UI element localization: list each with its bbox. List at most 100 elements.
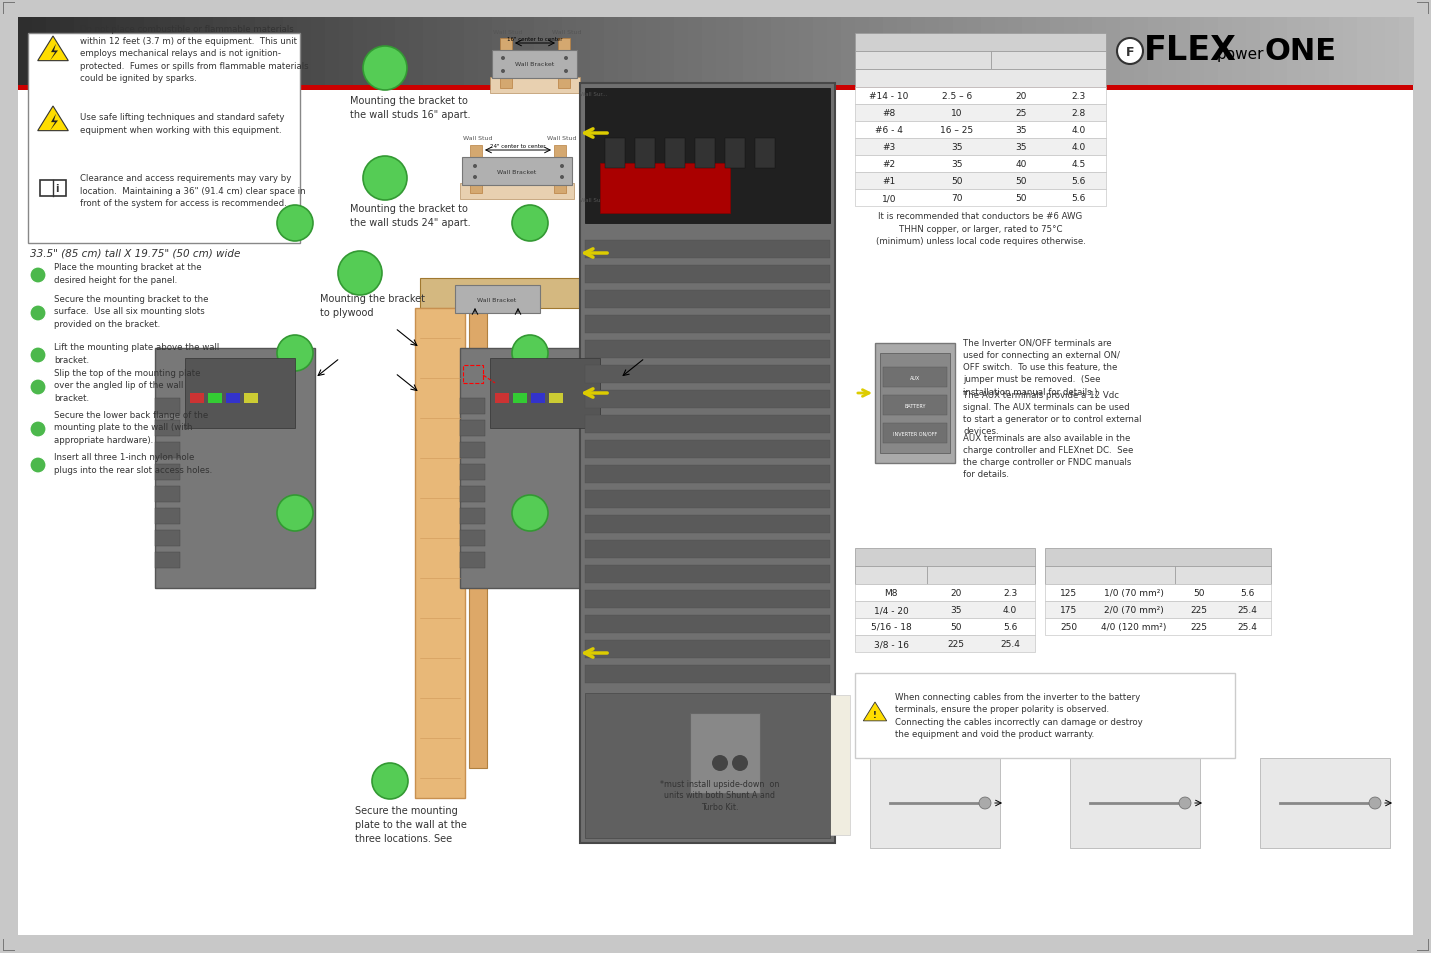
Text: Secure the lower back flange of the
mounting plate to the wall (with
appropriate: Secure the lower back flange of the moun… <box>54 411 209 444</box>
Bar <box>1022 18 1037 86</box>
Text: 4.0: 4.0 <box>1072 143 1086 152</box>
Circle shape <box>713 755 728 771</box>
Bar <box>381 18 395 86</box>
Bar <box>242 18 256 86</box>
Text: It is recommended that conductors be #6 AWG
THHN copper, or larger, rated to 75°: It is recommended that conductors be #6 … <box>876 212 1086 246</box>
Bar <box>451 18 465 86</box>
Bar <box>1092 18 1108 86</box>
Bar <box>585 391 830 409</box>
Text: 250: 250 <box>1060 622 1078 631</box>
Circle shape <box>564 57 568 61</box>
Bar <box>854 88 1106 105</box>
Bar <box>883 423 947 443</box>
Text: 20: 20 <box>1016 91 1026 101</box>
Text: 2.3: 2.3 <box>1003 588 1017 598</box>
Bar <box>465 18 479 86</box>
Bar <box>695 139 716 169</box>
Text: 50: 50 <box>950 622 962 631</box>
Bar <box>409 18 424 86</box>
Bar <box>585 416 830 434</box>
Bar <box>1070 759 1201 848</box>
Bar <box>155 486 180 502</box>
Bar <box>827 18 841 86</box>
Bar <box>580 84 836 843</box>
Bar <box>1357 18 1372 86</box>
Bar <box>992 52 1106 70</box>
Circle shape <box>560 175 564 180</box>
Text: Wall Bracket: Wall Bracket <box>478 297 517 302</box>
Bar <box>980 18 996 86</box>
Polygon shape <box>37 37 69 62</box>
Circle shape <box>363 157 406 201</box>
Bar <box>155 509 180 524</box>
Bar <box>46 18 62 86</box>
Bar <box>854 618 1035 636</box>
Bar <box>339 18 353 86</box>
Bar <box>255 18 270 86</box>
Text: 10: 10 <box>952 109 963 118</box>
Bar <box>116 18 130 86</box>
Bar <box>585 315 830 334</box>
Bar <box>495 394 509 403</box>
Text: AUX: AUX <box>910 375 920 380</box>
Bar <box>102 18 117 86</box>
Bar <box>585 89 830 224</box>
Bar <box>618 18 633 86</box>
Circle shape <box>1179 797 1191 809</box>
Circle shape <box>512 206 548 242</box>
Bar <box>422 18 438 86</box>
Bar <box>155 349 315 588</box>
Bar <box>645 18 661 86</box>
Bar <box>469 309 487 768</box>
Bar <box>690 713 760 793</box>
Bar <box>924 18 940 86</box>
Circle shape <box>512 496 548 532</box>
Bar <box>743 18 758 86</box>
Bar <box>880 354 950 454</box>
Bar <box>1133 18 1149 86</box>
Circle shape <box>30 268 46 284</box>
Text: Wall Stud: Wall Stud <box>494 30 522 34</box>
Text: 25: 25 <box>1016 109 1026 118</box>
Text: 70: 70 <box>952 193 963 203</box>
Text: 5.6: 5.6 <box>1239 588 1254 598</box>
Bar <box>716 18 730 86</box>
Bar <box>1045 601 1271 618</box>
Text: 35: 35 <box>950 605 962 615</box>
Text: Mounting the bracket to
the wall studs 24" apart.: Mounting the bracket to the wall studs 2… <box>351 204 471 228</box>
Bar <box>190 394 205 403</box>
Bar <box>87 18 103 86</box>
Bar <box>600 164 730 213</box>
Bar <box>534 18 550 86</box>
Bar <box>464 366 484 384</box>
Bar <box>459 464 485 480</box>
Text: The AUX terminals provide a 12 Vdc
signal. The AUX terminals can be used
to star: The AUX terminals provide a 12 Vdc signa… <box>963 391 1142 436</box>
Bar <box>298 18 312 86</box>
Text: Lift the mounting plate above the wall
bracket.: Lift the mounting plate above the wall b… <box>54 343 219 364</box>
Bar <box>854 122 1106 139</box>
Bar <box>155 531 180 546</box>
Bar <box>1045 584 1271 601</box>
Bar <box>226 394 240 403</box>
Bar <box>798 18 814 86</box>
Text: 125: 125 <box>1060 588 1078 598</box>
Bar <box>512 394 527 403</box>
Bar <box>1050 18 1065 86</box>
Bar <box>1400 18 1414 86</box>
Text: 1/4 - 20: 1/4 - 20 <box>873 605 909 615</box>
Text: 2.3: 2.3 <box>1072 91 1086 101</box>
Text: Secure the mounting
plate to the wall at the
three locations. See: Secure the mounting plate to the wall at… <box>355 805 467 843</box>
Bar <box>228 18 242 86</box>
Text: 225: 225 <box>1191 605 1208 615</box>
Bar <box>854 156 1106 172</box>
Bar <box>854 18 870 86</box>
Circle shape <box>474 175 477 180</box>
Bar <box>854 34 1106 52</box>
Bar <box>1274 18 1288 86</box>
Bar <box>1045 548 1271 566</box>
Text: 20: 20 <box>950 588 962 598</box>
Text: 5.6: 5.6 <box>1003 622 1017 631</box>
Bar <box>521 18 535 86</box>
Circle shape <box>278 206 313 242</box>
Bar <box>585 616 830 634</box>
